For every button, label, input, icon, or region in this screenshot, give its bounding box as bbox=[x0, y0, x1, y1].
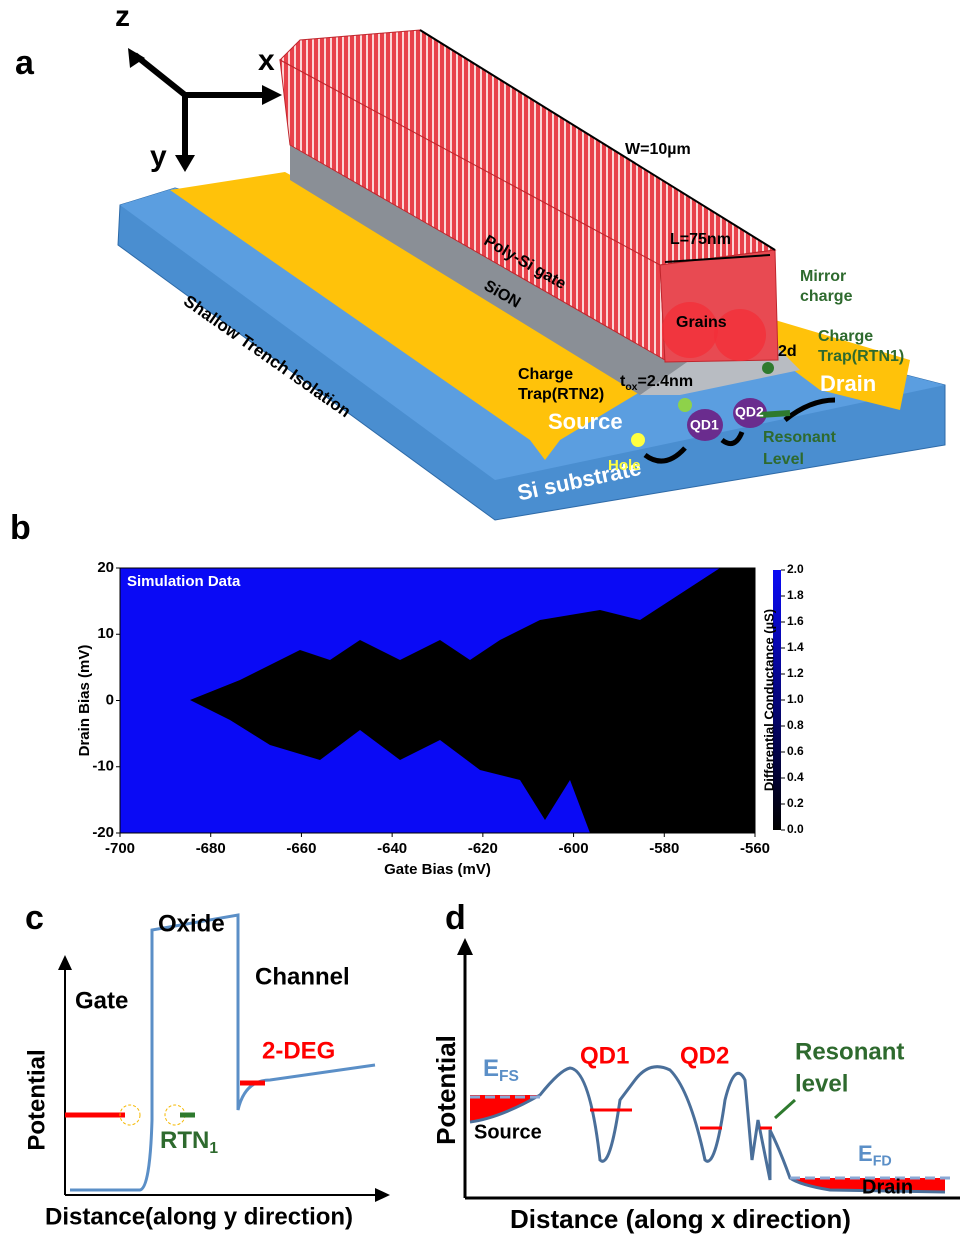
label: Mirror bbox=[800, 268, 846, 285]
label: Trap(RTN1) bbox=[818, 348, 904, 365]
label-part: E bbox=[858, 1141, 873, 1166]
label: Drain bbox=[820, 371, 876, 396]
label: -620 bbox=[468, 840, 498, 857]
label: EFD bbox=[858, 1141, 892, 1170]
label: Trap(RTN2) bbox=[518, 386, 604, 403]
label: QD2 bbox=[735, 404, 764, 420]
label: Source bbox=[548, 409, 623, 434]
label: 1.4 bbox=[787, 640, 804, 654]
label: 2.0 bbox=[787, 562, 804, 576]
label: Resonant bbox=[763, 429, 837, 446]
label: b bbox=[10, 509, 31, 547]
label: d bbox=[445, 899, 466, 937]
label: Level bbox=[763, 451, 804, 468]
label-part: FS bbox=[499, 1068, 519, 1085]
label: -680 bbox=[196, 840, 226, 857]
label-part: FD bbox=[873, 1153, 892, 1169]
label: RTN1 bbox=[160, 1127, 218, 1157]
label-part: 1 bbox=[209, 1140, 218, 1157]
label: W=10µm bbox=[625, 141, 691, 158]
label: Source bbox=[474, 1121, 542, 1143]
label: 2d bbox=[778, 343, 797, 360]
label: -700 bbox=[105, 840, 135, 857]
band-diagram-y bbox=[58, 913, 390, 1202]
label: Gate bbox=[75, 987, 128, 1014]
band-diagram-x bbox=[457, 938, 960, 1200]
label: Simulation Data bbox=[127, 573, 241, 590]
label-part: =2.4nm bbox=[637, 373, 693, 390]
colorbar bbox=[773, 570, 781, 830]
label-part: RTN bbox=[160, 1127, 209, 1154]
label: 0 bbox=[106, 691, 114, 708]
label: -600 bbox=[559, 840, 589, 857]
label: Differential Conductance (µS) bbox=[761, 609, 776, 791]
label: 1.2 bbox=[787, 666, 804, 680]
label-part: t bbox=[620, 373, 626, 390]
label: 1.0 bbox=[787, 692, 804, 706]
label: 0.4 bbox=[787, 770, 804, 784]
label: Channel bbox=[255, 963, 350, 990]
label-part: E bbox=[483, 1055, 499, 1082]
label: y bbox=[150, 140, 167, 173]
label: Hole bbox=[608, 457, 641, 474]
label: Drain bbox=[862, 1176, 913, 1198]
label: Distance(along y direction) bbox=[45, 1203, 353, 1230]
label: QD1 bbox=[580, 1042, 629, 1069]
label: 0.2 bbox=[787, 796, 804, 810]
label: 10 bbox=[97, 625, 114, 642]
label: Grains bbox=[676, 314, 727, 331]
label: 0.6 bbox=[787, 744, 804, 758]
label: Potential bbox=[23, 1049, 50, 1150]
label: 1.8 bbox=[787, 588, 804, 602]
label: 1.6 bbox=[787, 614, 804, 628]
label: Distance (along x direction) bbox=[510, 1204, 851, 1234]
label: QD1 bbox=[690, 417, 719, 433]
label: -10 bbox=[92, 758, 114, 775]
label: tox=2.4nm bbox=[620, 373, 693, 392]
device-illustration bbox=[117, 29, 946, 521]
label: 0.0 bbox=[787, 822, 804, 836]
label: -640 bbox=[377, 840, 407, 857]
label: a bbox=[15, 44, 35, 82]
label: -660 bbox=[286, 840, 316, 857]
label: Charge bbox=[818, 328, 873, 345]
label: charge bbox=[800, 288, 853, 305]
label: EFS bbox=[483, 1055, 519, 1085]
label: 0.8 bbox=[787, 718, 804, 732]
heatmap bbox=[120, 568, 755, 833]
label: Drain Bias (mV) bbox=[76, 645, 93, 757]
plot-frame bbox=[119, 567, 756, 834]
label-part: ox bbox=[625, 382, 637, 393]
label: L=75nm bbox=[670, 231, 731, 248]
label: Gate Bias (mV) bbox=[384, 861, 491, 878]
label: Resonant bbox=[795, 1038, 904, 1065]
label: -560 bbox=[740, 840, 770, 857]
label: Charge bbox=[518, 366, 573, 383]
label: Potential bbox=[431, 1035, 461, 1145]
label: -580 bbox=[649, 840, 679, 857]
label: 2-DEG bbox=[262, 1037, 335, 1064]
label: c bbox=[25, 899, 44, 937]
label: 20 bbox=[97, 559, 114, 576]
label: x bbox=[258, 44, 275, 77]
label: -20 bbox=[92, 824, 114, 841]
label: level bbox=[795, 1070, 848, 1097]
label: z bbox=[115, 0, 130, 33]
label: Oxide bbox=[158, 910, 225, 937]
label: QD2 bbox=[680, 1042, 729, 1069]
